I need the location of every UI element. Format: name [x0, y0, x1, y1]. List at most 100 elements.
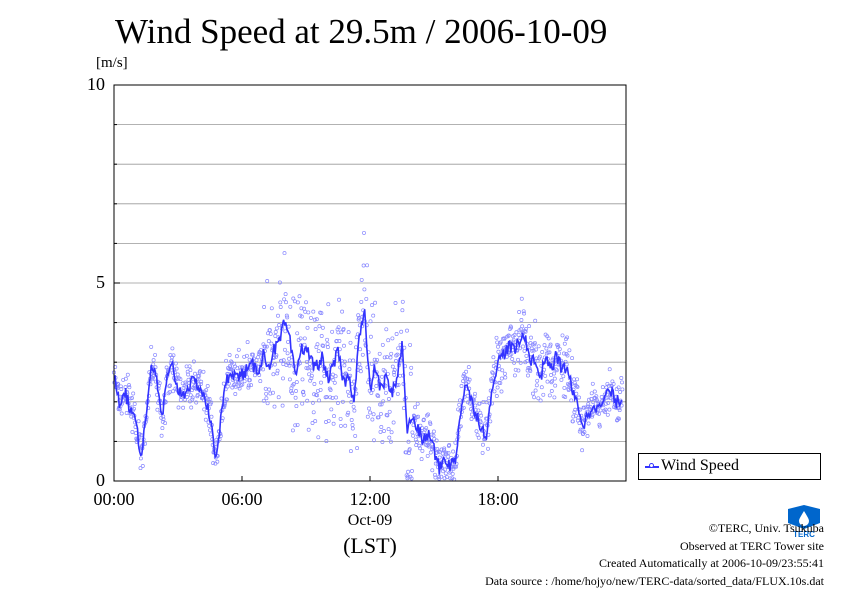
data-point [521, 309, 526, 314]
data-point [331, 421, 336, 426]
data-point [194, 400, 199, 405]
data-point [302, 342, 307, 347]
data-point [557, 347, 562, 352]
data-point [541, 392, 546, 397]
data-point [262, 305, 267, 309]
data-point [603, 410, 608, 415]
data-point [173, 361, 178, 366]
data-point [261, 342, 266, 347]
data-point [428, 421, 433, 426]
data-point [365, 263, 370, 268]
data-point [385, 413, 390, 418]
data-point [472, 394, 477, 399]
y-axis-unit: [m/s] [96, 55, 128, 71]
data-point [252, 373, 257, 378]
data-point [320, 325, 325, 330]
data-point [379, 425, 384, 429]
data-point [314, 317, 319, 322]
data-point [562, 385, 567, 390]
data-point [580, 428, 585, 432]
data-point [237, 386, 242, 391]
data-point [282, 251, 287, 256]
data-point [572, 380, 577, 385]
data-point [395, 352, 400, 357]
data-point [585, 434, 590, 438]
data-point [442, 446, 447, 451]
data-point [287, 363, 292, 368]
data-point [178, 398, 183, 402]
data-point [157, 381, 162, 386]
data-point [161, 417, 166, 422]
data-point [151, 362, 156, 367]
data-point [522, 311, 527, 316]
data-point [561, 374, 566, 379]
data-point [351, 404, 356, 409]
data-point [281, 376, 285, 381]
data-point [360, 352, 365, 357]
data-point [150, 375, 155, 380]
data-point [486, 446, 490, 451]
data-point [188, 399, 192, 404]
data-point [407, 447, 412, 452]
data-point [607, 367, 612, 372]
data-point [269, 341, 274, 346]
data-point [500, 368, 505, 373]
data-point [443, 471, 448, 476]
data-point [267, 387, 272, 392]
data-point [447, 443, 452, 447]
data-point [265, 279, 270, 283]
data-point [577, 395, 581, 400]
data-point [473, 391, 477, 396]
data-point [480, 450, 485, 455]
data-point [276, 395, 281, 400]
data-point [267, 328, 272, 333]
data-point [529, 346, 534, 351]
data-point [567, 348, 572, 353]
chart-title: Wind Speed at 29.5m / 2006-10-09 [115, 12, 608, 51]
data-point [332, 414, 336, 419]
data-point [394, 332, 399, 336]
data-point [600, 385, 605, 390]
data-point [486, 396, 491, 401]
data-point [313, 419, 318, 424]
x-axis-label: (LST) [343, 533, 397, 558]
data-point [367, 406, 371, 411]
data-point [342, 359, 347, 364]
data-point [563, 395, 568, 399]
data-point [392, 372, 397, 377]
data-point [353, 345, 358, 350]
data-point [339, 330, 344, 335]
data-point [597, 411, 601, 416]
data-point [201, 369, 206, 374]
data-point [406, 469, 411, 474]
data-point [620, 387, 625, 392]
data-point [539, 385, 544, 390]
data-point [544, 346, 549, 351]
data-point [309, 315, 313, 320]
data-point [466, 365, 471, 370]
data-point [536, 344, 541, 349]
data-point [603, 401, 608, 406]
data-point [392, 368, 397, 372]
data-point [350, 423, 355, 427]
data-point [389, 351, 394, 356]
data-point [324, 439, 329, 444]
credit-created: Created Automatically at 2006-10-09/23:5… [599, 556, 824, 570]
data-point [597, 422, 602, 427]
data-point [284, 313, 289, 318]
data-point [353, 433, 358, 438]
data-point [414, 443, 419, 448]
data-point [562, 351, 566, 356]
data-point [371, 412, 376, 417]
data-point [582, 405, 586, 410]
data-point [396, 346, 401, 351]
data-point [198, 382, 203, 387]
data-point [421, 417, 426, 422]
data-point [272, 362, 277, 367]
data-point [424, 426, 429, 431]
data-point [119, 411, 124, 416]
data-point [417, 443, 422, 448]
data-point [499, 389, 504, 394]
data-point [310, 421, 315, 425]
data-point [251, 352, 255, 357]
